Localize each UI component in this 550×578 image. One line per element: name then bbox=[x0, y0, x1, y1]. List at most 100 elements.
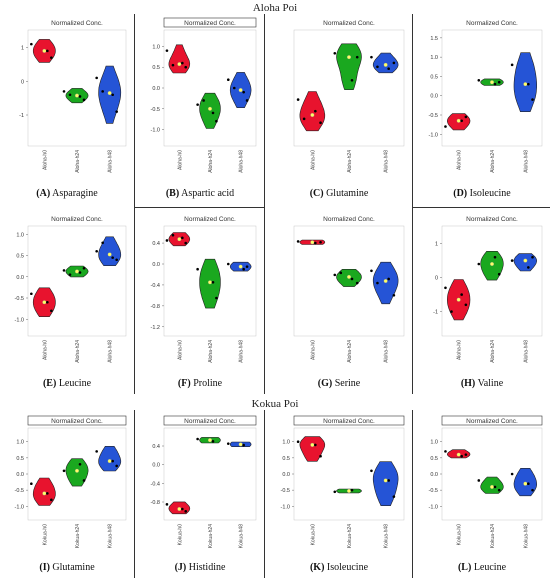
median-marker bbox=[383, 279, 388, 283]
panel-letter: (I) bbox=[39, 562, 50, 573]
y-tick-label: -0.5 bbox=[15, 488, 24, 494]
panel-letter: (K) bbox=[309, 562, 325, 573]
panel-name: Serine bbox=[332, 378, 361, 389]
data-point bbox=[350, 277, 354, 281]
chart-title: Normalized Conc. bbox=[51, 216, 103, 223]
x-tick-label: Kokua-h48 bbox=[239, 524, 245, 548]
y-tick-label: 0.5 bbox=[430, 456, 438, 462]
plot-frame bbox=[27, 29, 127, 147]
data-point bbox=[319, 121, 322, 125]
data-point bbox=[497, 272, 501, 276]
x-tick-label: Kokua-h24 bbox=[208, 524, 214, 548]
median-marker bbox=[383, 478, 388, 483]
y-tick-label: 0.0 bbox=[152, 86, 160, 92]
median-marker bbox=[177, 507, 182, 511]
data-point bbox=[531, 255, 534, 259]
panel-caption: (F) Proline bbox=[136, 378, 264, 389]
data-point bbox=[314, 241, 317, 245]
y-tick-label: -1.0 bbox=[151, 128, 160, 134]
x-tick-label: Aloha-h0 bbox=[310, 340, 316, 360]
median-marker bbox=[208, 280, 212, 285]
median-marker bbox=[523, 82, 528, 87]
data-point bbox=[444, 450, 447, 453]
data-point bbox=[355, 55, 359, 59]
plot-frame bbox=[27, 225, 127, 337]
y-tick-label: 1.0 bbox=[282, 440, 290, 446]
data-point bbox=[464, 453, 468, 456]
data-point bbox=[245, 99, 249, 102]
panel-caption: (C) Glutamine bbox=[266, 188, 412, 199]
median-marker bbox=[310, 240, 315, 245]
x-tick-label: Aloha-h0 bbox=[42, 150, 48, 170]
panel-caption: (H) Valine bbox=[414, 378, 550, 389]
data-point bbox=[30, 482, 33, 485]
x-tick-label: Kokua-h48 bbox=[108, 524, 114, 548]
x-tick-label: Aloha-h0 bbox=[177, 150, 183, 170]
median-marker bbox=[456, 452, 461, 457]
data-point bbox=[226, 442, 230, 445]
x-tick-label: Aloha-h0 bbox=[457, 340, 463, 360]
data-point bbox=[171, 63, 175, 67]
y-tick-label: -0.5 bbox=[15, 296, 24, 302]
divider-top-2 bbox=[264, 14, 265, 394]
data-point bbox=[115, 110, 118, 113]
y-tick-label: -0.5 bbox=[429, 113, 438, 119]
data-point bbox=[196, 103, 199, 106]
y-tick-label: 1.0 bbox=[430, 440, 438, 446]
data-point bbox=[68, 93, 72, 97]
data-point bbox=[226, 262, 230, 266]
data-point bbox=[30, 292, 33, 296]
data-point bbox=[450, 310, 453, 313]
data-point bbox=[171, 233, 175, 237]
y-tick-label: -0.8 bbox=[151, 500, 160, 506]
panel-name: Glutamine bbox=[49, 562, 95, 573]
data-point bbox=[302, 117, 306, 121]
x-tick-label: Aloha-h0 bbox=[457, 150, 463, 170]
data-point bbox=[464, 115, 468, 119]
median-marker bbox=[347, 274, 351, 279]
x-tick-label: Aloha-h24 bbox=[490, 150, 496, 173]
data-point bbox=[165, 503, 169, 506]
data-point bbox=[78, 463, 82, 466]
data-point bbox=[370, 269, 373, 273]
data-point bbox=[497, 80, 501, 84]
violin-chart-svg: Normalized Conc. Aloha-h0 Aloha-h24 Aloha-h… bbox=[293, 216, 405, 363]
data-point bbox=[387, 67, 390, 71]
median-marker bbox=[208, 438, 212, 443]
panel-name: Isoleucine bbox=[324, 562, 369, 573]
y-tick-label: 0.5 bbox=[152, 65, 160, 71]
panel-name: Isoleucine bbox=[467, 188, 511, 199]
panel-name: Leucine bbox=[471, 562, 507, 573]
data-point bbox=[444, 125, 447, 128]
x-tick-label: Aloha-h24 bbox=[75, 150, 81, 173]
violin-chart-svg: Normalized Conc. 1.0 0.5 0.0 -0.5 -1.0 Aloha-h… bbox=[15, 216, 127, 363]
divider-bottom-2 bbox=[264, 410, 265, 578]
x-tick-label: Aloha-h48 bbox=[239, 340, 245, 363]
violin-1 bbox=[299, 436, 326, 462]
median-marker bbox=[42, 491, 47, 496]
data-point bbox=[82, 266, 86, 270]
x-tick-label: Kokua-h24 bbox=[347, 524, 353, 548]
panel-name: Leucine bbox=[56, 378, 92, 389]
data-point bbox=[202, 99, 205, 102]
panel-name: Valine bbox=[475, 378, 504, 389]
x-tick-label: Aloha-h48 bbox=[108, 340, 114, 363]
y-tick-label: -1 bbox=[433, 310, 438, 316]
chart-title: Normalized Conc. bbox=[466, 418, 518, 425]
x-tick-label: Aloha-h24 bbox=[347, 150, 353, 173]
data-point bbox=[78, 271, 82, 274]
x-tick-label: Aloha-h48 bbox=[108, 150, 114, 173]
violin-chart-svg: Normalized Conc. Aloha-h0 Aloha-h24 Aloha-h… bbox=[293, 20, 405, 173]
chart-panel-i: Normalized Conc. 1.0 0.5 0.0 -0.5 -1.0 Kokua-h… bbox=[0, 412, 134, 578]
violin-2 bbox=[199, 92, 221, 129]
data-point bbox=[493, 485, 497, 489]
chart-title-box bbox=[27, 415, 127, 426]
data-point bbox=[531, 488, 534, 492]
data-point bbox=[460, 119, 463, 123]
data-point bbox=[376, 281, 379, 285]
data-point bbox=[333, 51, 337, 55]
violin-chart-svg: Normalized Conc. 1.5 1.0 0.5 0.0 -0.5 -1.0 Aloh… bbox=[429, 20, 543, 173]
median-marker bbox=[238, 264, 243, 269]
data-point bbox=[444, 286, 447, 290]
y-tick-label: 0.4 bbox=[152, 444, 160, 450]
